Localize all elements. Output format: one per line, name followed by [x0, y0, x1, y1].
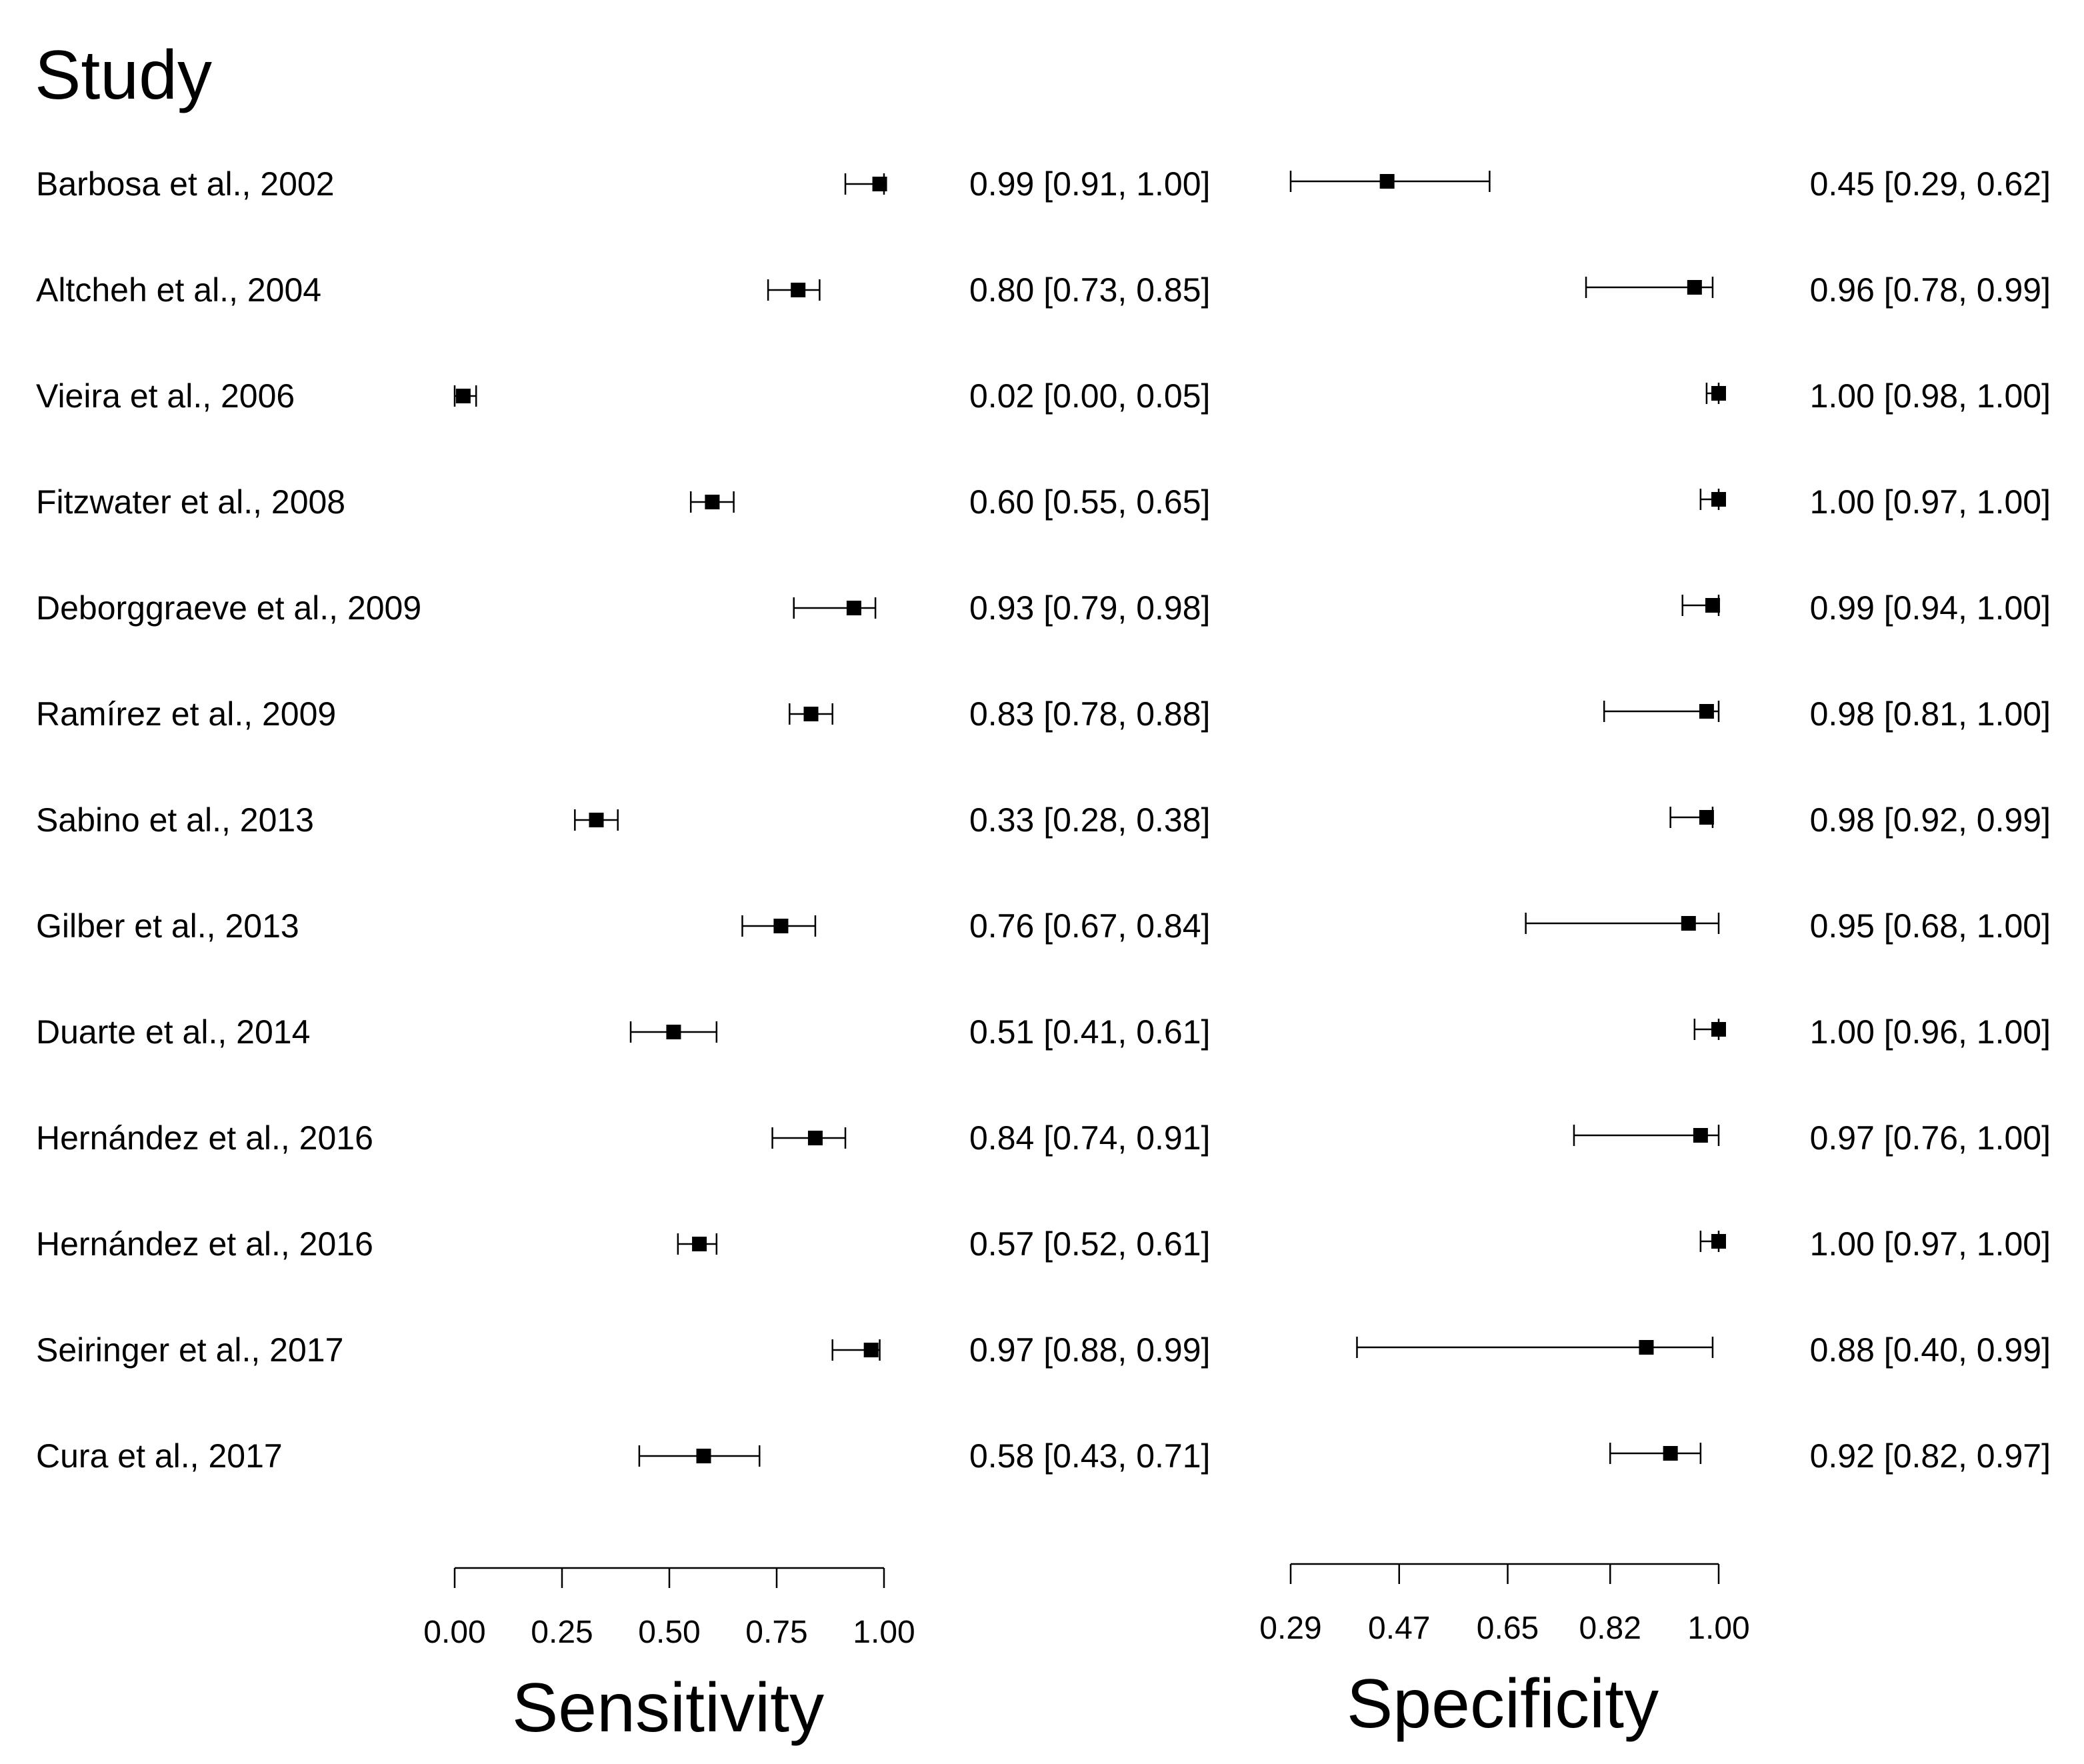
study-name: Ramírez et al., 2009 [36, 695, 336, 733]
study-row: Duarte et al., 2014 0.51 [0.41, 0.61] 1.00… [36, 1013, 2051, 1051]
sensitivity-point [455, 389, 471, 403]
specificity-tick-label: 0.47 [1368, 1611, 1430, 1646]
study-row: Barbosa et al., 2002 0.99 [0.91, 1.00] 0.4… [36, 165, 2051, 203]
study-name: Vieira et al., 2006 [36, 377, 295, 415]
sensitivity-estimate-text: 0.97 [0.88, 0.99] [969, 1331, 1210, 1369]
study-row: Deborggraeve et al., 2009 0.93 [0.79, 0.9… [36, 589, 2051, 627]
specificity-estimate-text: 0.98 [0.81, 1.00] [1810, 695, 2051, 733]
specificity-point [1699, 810, 1714, 825]
specificity-estimate-text: 0.95 [0.68, 1.00] [1810, 907, 2051, 945]
sensitivity-point [846, 601, 861, 615]
specificity-tick-label: 1.00 [1687, 1611, 1749, 1646]
specificity-point [1639, 1340, 1654, 1355]
specificity-point [1681, 916, 1696, 931]
study-name: Barbosa et al., 2002 [36, 165, 335, 203]
sensitivity-point [807, 1131, 823, 1145]
sensitivity-point [791, 283, 806, 297]
sensitivity-estimate-text: 0.99 [0.91, 1.00] [969, 165, 1210, 203]
sensitivity-estimate-text: 0.80 [0.73, 0.85] [969, 271, 1210, 309]
study-name: Sabino et al., 2013 [36, 801, 314, 839]
specificity-estimate-text: 0.98 [0.92, 0.99] [1810, 801, 2051, 839]
specificity-estimate-text: 0.88 [0.40, 0.99] [1810, 1331, 2051, 1369]
specificity-estimate-text: 1.00 [0.96, 1.00] [1810, 1013, 2051, 1051]
sensitivity-estimate-text: 0.33 [0.28, 0.38] [969, 801, 1210, 839]
study-name: Duarte et al., 2014 [36, 1013, 310, 1051]
study-row: Hernández et al., 2016 0.57 [0.52, 0.61] 1… [36, 1225, 2051, 1263]
study-row: Sabino et al., 2013 0.33 [0.28, 0.38] 0.98… [36, 801, 2051, 839]
sensitivity-axis: 0.00 0.25 0.50 0.75 1.00 Sensitivity [423, 1567, 915, 1747]
sensitivity-point [589, 813, 604, 827]
study-name: Hernández et al., 2016 [36, 1225, 373, 1263]
sensitivity-axis-title: Sensitivity [512, 1669, 824, 1747]
specificity-axis-title: Specificity [1347, 1665, 1659, 1743]
sensitivity-point [773, 919, 789, 933]
study-row: Fitzwater et al., 2008 0.60 [0.55, 0.65] 1… [36, 483, 2051, 521]
study-row: Cura et al., 2017 0.58 [0.43, 0.71] 0.92 [… [36, 1437, 2051, 1475]
sensitivity-point [666, 1025, 681, 1039]
sensitivity-tick-label: 0.50 [638, 1615, 700, 1650]
sensitivity-estimate-text: 0.76 [0.67, 0.84] [969, 907, 1210, 945]
sensitivity-point [863, 1343, 879, 1357]
specificity-point [1379, 174, 1395, 189]
study-rows: Barbosa et al., 2002 0.99 [0.91, 1.00] 0.4… [36, 165, 2051, 1475]
specificity-point [1687, 280, 1702, 295]
sensitivity-point [803, 707, 819, 721]
study-row: Seiringer et al., 2017 0.97 [0.88, 0.99] 0… [36, 1331, 2051, 1369]
specificity-estimate-text: 1.00 [0.97, 1.00] [1810, 483, 2051, 521]
sensitivity-estimate-text: 0.83 [0.78, 0.88] [969, 695, 1210, 733]
sensitivity-point [692, 1237, 707, 1251]
specificity-estimate-text: 0.96 [0.78, 0.99] [1810, 271, 2051, 309]
specificity-point [1705, 598, 1720, 613]
specificity-point [1711, 492, 1726, 507]
sensitivity-estimate-text: 0.02 [0.00, 0.05] [969, 377, 1210, 415]
specificity-tick-label: 0.82 [1579, 1611, 1641, 1646]
study-name: Hernández et al., 2016 [36, 1119, 373, 1157]
study-name: Cura et al., 2017 [36, 1437, 283, 1475]
specificity-tick-label: 0.65 [1477, 1611, 1539, 1646]
study-row: Ramírez et al., 2009 0.83 [0.78, 0.88] 0.9… [36, 695, 2051, 733]
sensitivity-estimate-text: 0.58 [0.43, 0.71] [969, 1437, 1210, 1475]
specificity-point [1699, 704, 1714, 719]
sensitivity-estimate-text: 0.51 [0.41, 0.61] [969, 1013, 1210, 1051]
study-name: Seiringer et al., 2017 [36, 1331, 343, 1369]
sensitivity-estimate-text: 0.60 [0.55, 0.65] [969, 483, 1210, 521]
sensitivity-tick-label: 0.00 [423, 1615, 485, 1650]
specificity-point [1711, 1022, 1726, 1037]
study-name: Altcheh et al., 2004 [36, 271, 321, 309]
specificity-estimate-text: 0.99 [0.94, 1.00] [1810, 589, 2051, 627]
specificity-point [1711, 386, 1726, 401]
specificity-estimate-text: 0.45 [0.29, 0.62] [1810, 165, 2051, 203]
sensitivity-tick-label: 0.75 [745, 1615, 807, 1650]
specificity-tick-label: 0.29 [1259, 1611, 1321, 1646]
specificity-point [1711, 1234, 1726, 1249]
specificity-estimate-text: 1.00 [0.97, 1.00] [1810, 1225, 2051, 1263]
study-column-header: Study [35, 37, 212, 114]
study-row: Altcheh et al., 2004 0.80 [0.73, 0.85] 0.9… [36, 271, 2051, 309]
study-name: Deborggraeve et al., 2009 [36, 589, 421, 627]
study-name: Gilber et al., 2013 [36, 907, 299, 945]
specificity-point [1663, 1446, 1678, 1461]
specificity-estimate-text: 1.00 [0.98, 1.00] [1810, 377, 2051, 415]
specificity-estimate-text: 0.92 [0.82, 0.97] [1810, 1437, 2051, 1475]
sensitivity-tick-label: 0.25 [531, 1615, 593, 1650]
study-row: Gilber et al., 2013 0.76 [0.67, 0.84] 0.95… [36, 907, 2051, 945]
sensitivity-estimate-text: 0.57 [0.52, 0.61] [969, 1225, 1210, 1263]
sensitivity-point [696, 1449, 711, 1463]
sensitivity-point [872, 177, 887, 191]
sensitivity-estimate-text: 0.84 [0.74, 0.91] [969, 1119, 1210, 1157]
study-name: Fitzwater et al., 2008 [36, 483, 345, 521]
specificity-axis: 0.29 0.47 0.65 0.82 1.00 Specificity [1259, 1563, 1750, 1743]
study-row: Vieira et al., 2006 0.02 [0.00, 0.05] 1.00… [36, 377, 2051, 415]
specificity-estimate-text: 0.97 [0.76, 1.00] [1810, 1119, 2051, 1157]
sensitivity-tick-label: 1.00 [853, 1615, 915, 1650]
study-row: Hernández et al., 2016 0.84 [0.74, 0.91] 0… [36, 1119, 2051, 1157]
specificity-point [1693, 1128, 1708, 1143]
sensitivity-estimate-text: 0.93 [0.79, 0.98] [969, 589, 1210, 627]
sensitivity-point [705, 495, 720, 509]
